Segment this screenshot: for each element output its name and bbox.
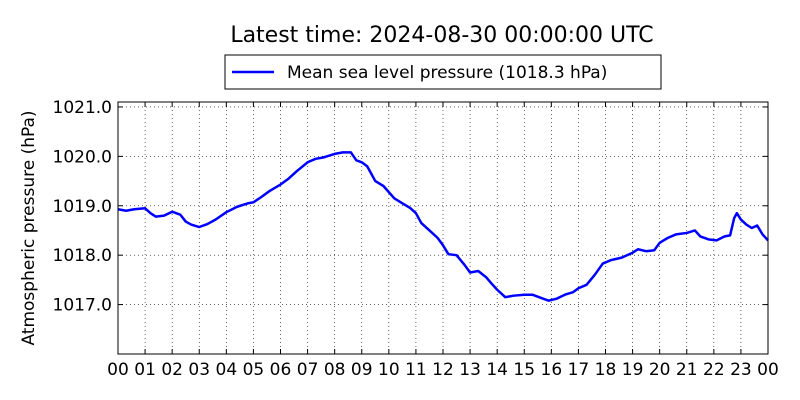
legend-label: Mean sea level pressure (1018.3 hPa)	[287, 63, 607, 83]
series-line	[117, 151, 769, 302]
x-tick-label: 18	[595, 360, 617, 380]
x-tick-label: 02	[161, 360, 183, 380]
x-tick-label: 05	[243, 360, 265, 380]
y-tick-label: 1018.0	[53, 246, 112, 266]
x-tick-label: 11	[405, 360, 427, 380]
x-tick-label: 17	[568, 360, 590, 380]
x-tick-label: 14	[486, 360, 508, 380]
series-layer	[117, 151, 769, 302]
x-tick-label: 10	[378, 360, 400, 380]
x-tick-label: 19	[622, 360, 644, 380]
x-tick-label: 07	[297, 360, 319, 380]
x-tick-label: 20	[649, 360, 671, 380]
y-axis-label: Atmospheric pressure (hPa)	[19, 110, 39, 345]
chart-title: Latest time: 2024-08-30 00:00:00 UTC	[230, 23, 653, 48]
x-tick-label: 09	[351, 360, 373, 380]
y-tick-label: 1019.0	[53, 197, 112, 217]
x-tick-label: 23	[730, 360, 752, 380]
y-tick-label: 1021.0	[53, 98, 112, 118]
x-tick-label: 04	[216, 360, 238, 380]
x-tick-label: 21	[676, 360, 698, 380]
x-tick-label: 00	[107, 360, 129, 380]
x-tick-label: 06	[270, 360, 292, 380]
x-tick-label: 16	[541, 360, 563, 380]
x-tick-label: 03	[188, 360, 210, 380]
legend: Mean sea level pressure (1018.3 hPa)	[224, 54, 662, 90]
x-tick-label: 13	[459, 360, 481, 380]
x-tick-label: 08	[324, 360, 346, 380]
x-tick-label: 00	[757, 360, 779, 380]
x-tick-label: 22	[703, 360, 725, 380]
y-tick-label: 1017.0	[53, 296, 112, 316]
x-tick-label: 01	[134, 360, 156, 380]
legend-box	[224, 54, 662, 90]
ticks: 00 01 02 03 04 05 06 07 08 09 10 11 12 13 14 15 16 17 18 19…	[53, 98, 779, 380]
y-tick-label: 1020.0	[53, 147, 112, 167]
x-tick-label: 15	[513, 360, 535, 380]
x-tick-label: 12	[432, 360, 454, 380]
